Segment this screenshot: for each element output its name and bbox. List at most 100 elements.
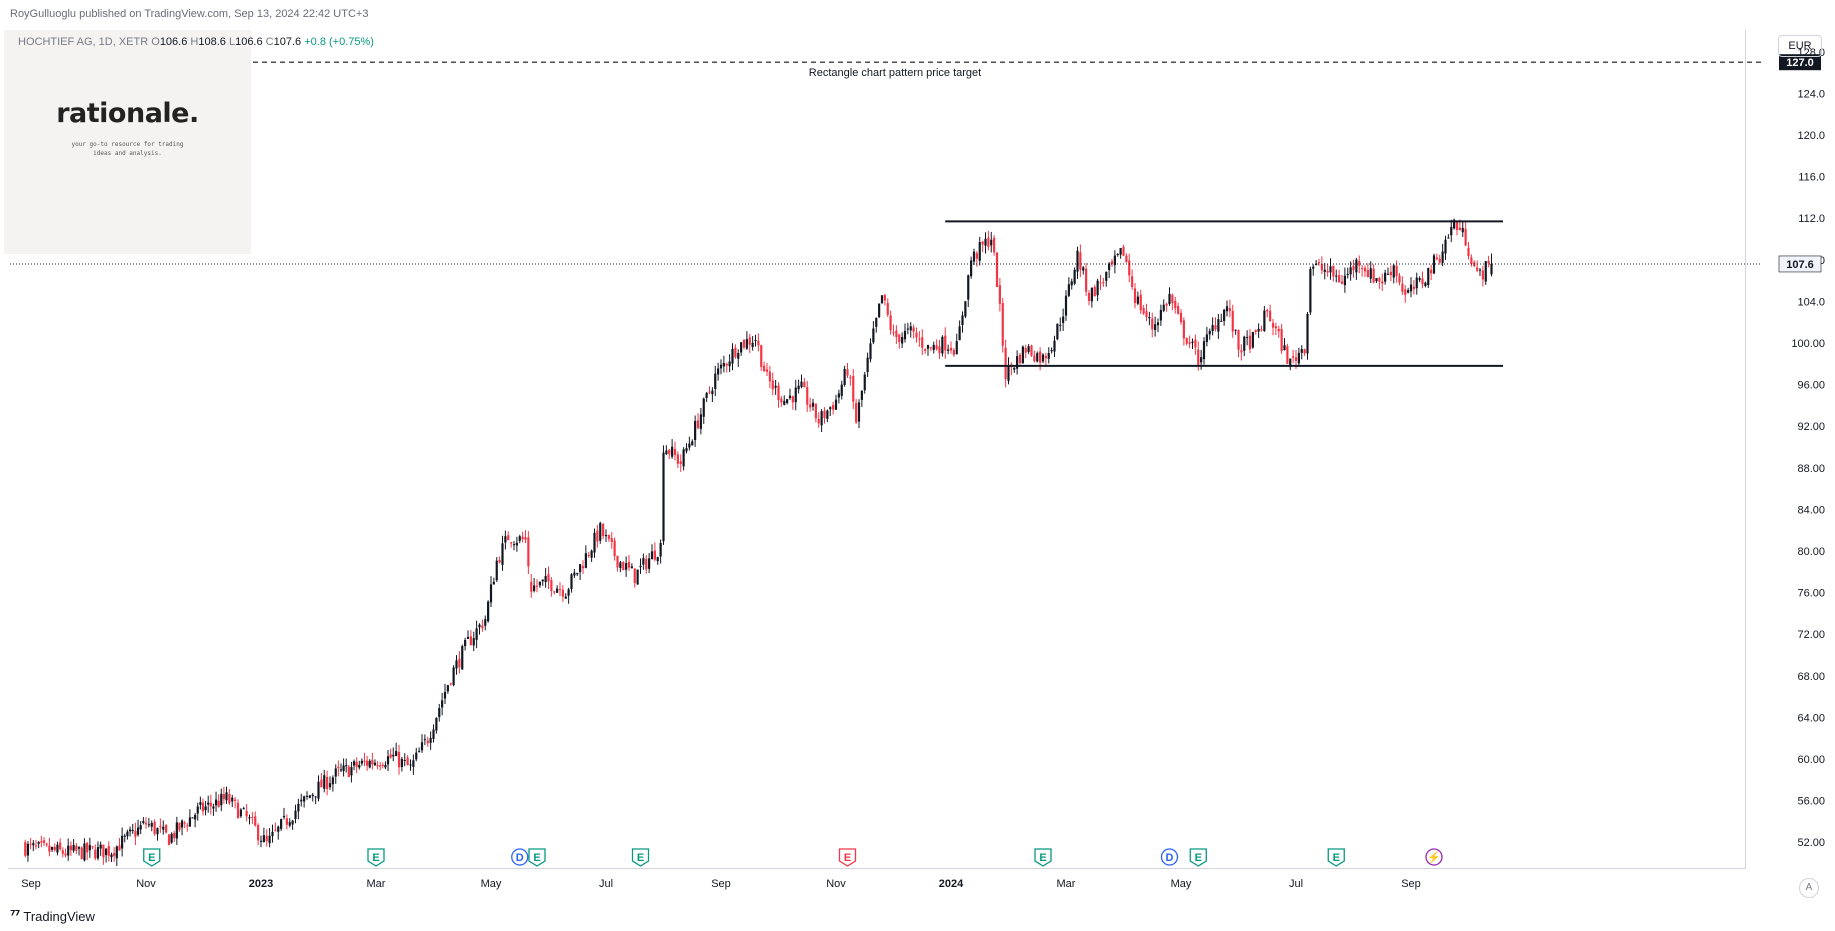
candle-body	[1283, 345, 1286, 350]
candle	[1171, 293, 1174, 311]
candle	[77, 846, 81, 856]
candle	[1297, 347, 1300, 367]
candle	[1266, 308, 1269, 318]
candle-body	[1450, 226, 1453, 236]
candle	[777, 382, 780, 408]
candle	[88, 837, 91, 858]
candle	[1392, 263, 1395, 284]
candle	[1366, 263, 1369, 278]
event-marker-shape	[1189, 848, 1207, 867]
candle-body	[1366, 270, 1369, 278]
candle-body	[395, 751, 398, 756]
event-marker-earnings_miss[interactable]: E	[838, 848, 857, 867]
candle-body	[1099, 282, 1102, 284]
event-marker-earnings[interactable]: E	[1189, 848, 1207, 867]
candle	[34, 839, 38, 850]
event-marker-earnings[interactable]: E	[528, 848, 546, 867]
candle	[317, 775, 320, 802]
time-tick-label: May	[481, 878, 502, 890]
candle-body	[1237, 329, 1240, 350]
candle-body	[1386, 273, 1390, 275]
candle-body	[878, 303, 881, 318]
candle-body	[1415, 277, 1418, 289]
event-marker-dividend[interactable]: D	[1160, 848, 1179, 866]
candle	[170, 832, 173, 844]
candle	[478, 623, 481, 635]
candle	[952, 348, 955, 357]
candle-body	[128, 829, 132, 832]
candle-body	[165, 824, 168, 833]
candle	[553, 590, 556, 595]
candle-body	[175, 822, 178, 839]
candle	[642, 553, 645, 570]
candle-body	[809, 404, 812, 408]
event-marker-earnings[interactable]: E	[631, 848, 650, 867]
candle	[254, 811, 257, 827]
auto-scale-button[interactable]: A	[1799, 878, 1819, 898]
candle	[1154, 316, 1157, 337]
candle	[866, 352, 869, 377]
candle-body	[347, 766, 350, 778]
candle-body	[587, 554, 590, 556]
candle	[153, 819, 156, 836]
candle-body	[1174, 300, 1177, 309]
candle	[183, 820, 186, 829]
candle-body	[170, 833, 173, 843]
candle-body	[118, 845, 121, 851]
candle	[131, 823, 134, 834]
candle	[599, 521, 602, 544]
candle	[987, 230, 990, 251]
event-marker-split[interactable]: ⚡	[1425, 848, 1443, 866]
currency-button[interactable]: EUR	[1778, 35, 1822, 57]
candle-body	[538, 581, 541, 586]
candle	[1349, 261, 1352, 281]
candle-body	[67, 845, 70, 856]
candle	[83, 838, 86, 862]
candle-body	[964, 301, 967, 317]
candle-body	[1154, 324, 1157, 331]
candle-body	[947, 349, 950, 351]
candle	[1432, 253, 1436, 275]
candle-body	[1122, 246, 1125, 256]
candle	[397, 744, 401, 775]
candle-body	[234, 799, 237, 801]
candle	[1041, 353, 1045, 364]
candle	[1027, 344, 1030, 355]
candle	[162, 820, 165, 835]
event-marker-earnings[interactable]: E	[143, 848, 161, 867]
event-marker-earnings[interactable]: E	[367, 848, 385, 867]
event-marker-earnings[interactable]: E	[1034, 848, 1052, 867]
candle	[633, 568, 636, 588]
candle	[107, 841, 110, 862]
candle	[400, 756, 403, 772]
candle	[1467, 242, 1470, 260]
candle-body	[1257, 328, 1260, 332]
candle-body	[788, 395, 792, 399]
candle	[1082, 266, 1085, 275]
candle-body	[1200, 357, 1203, 363]
candle-body	[725, 363, 728, 366]
candle-body	[400, 758, 403, 768]
candle	[639, 558, 642, 574]
candle-body	[714, 373, 717, 389]
candle-body	[1234, 329, 1237, 331]
candle-body	[708, 391, 711, 393]
candle	[530, 573, 533, 598]
candle	[217, 794, 220, 808]
candle	[653, 542, 656, 562]
candle-body	[334, 768, 337, 777]
symbol-legend[interactable]: HOCHTIEF AG, 1D, XETR O106.6 H108.6 L106…	[18, 36, 374, 48]
event-marker-dividend[interactable]: D	[511, 848, 529, 866]
candle-body	[857, 402, 861, 422]
candle	[1001, 298, 1004, 353]
candle	[1165, 302, 1168, 312]
candle	[1105, 271, 1108, 287]
candle	[1122, 244, 1125, 257]
candle-body	[438, 708, 441, 718]
candle-body	[209, 802, 212, 807]
candle-body	[1168, 293, 1171, 305]
event-marker-earnings[interactable]: E	[1327, 848, 1345, 867]
candle	[872, 321, 875, 345]
candle	[1346, 267, 1349, 279]
